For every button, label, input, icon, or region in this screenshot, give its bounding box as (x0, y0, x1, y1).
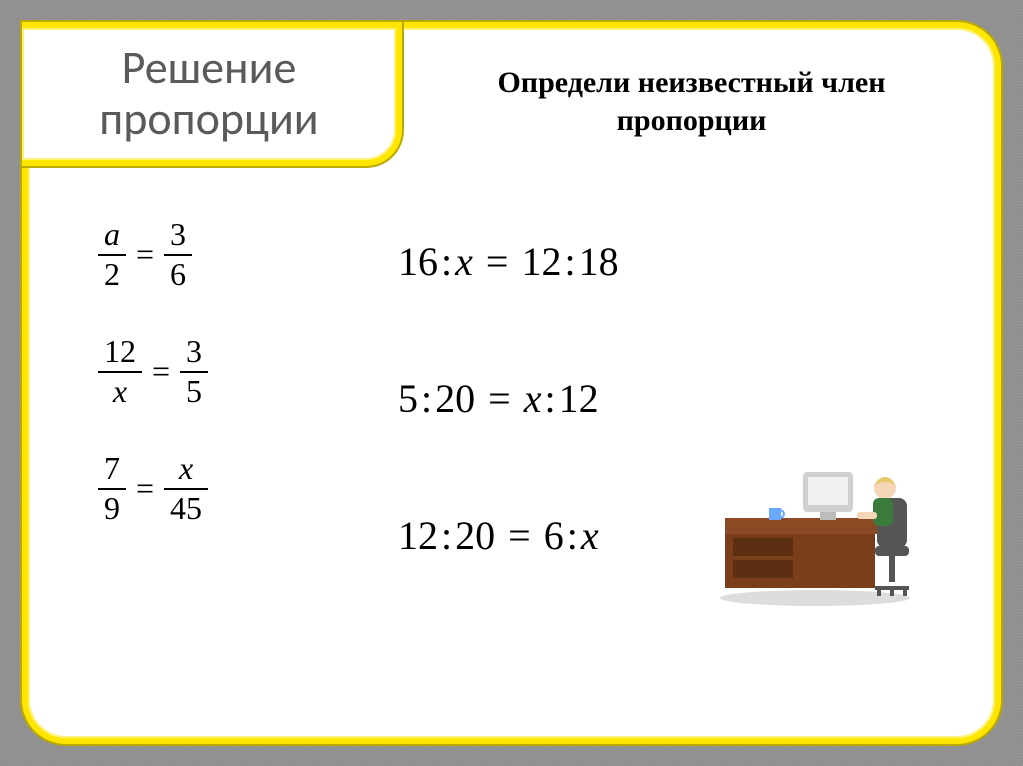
numerator: 3 (164, 218, 192, 252)
content-area: a 2 = 3 6 12 x = (68, 208, 955, 708)
fraction-equation: a 2 = 3 6 (98, 218, 208, 291)
fraction-column: a 2 = 3 6 12 x = (98, 218, 208, 570)
ratio-term: 12 (398, 513, 438, 558)
ratio-term: 5 (398, 376, 418, 421)
chair-seat-icon (875, 546, 909, 556)
ratio-term: x (455, 239, 473, 284)
denominator: 2 (98, 258, 126, 292)
denominator: 6 (164, 258, 192, 292)
chair-pole-icon (889, 556, 895, 582)
torso-icon (873, 498, 893, 526)
denominator: 45 (164, 492, 208, 526)
monitor-stand-icon (820, 512, 836, 520)
fraction: 3 6 (164, 218, 192, 291)
fraction: 3 5 (180, 335, 208, 408)
desk-illustration (705, 438, 925, 608)
ratio-term: 12 (559, 376, 599, 421)
title-tab: Решение пропорции (22, 22, 402, 166)
desk-top-icon (725, 518, 893, 534)
numerator: x (173, 452, 199, 486)
drawer-icon (733, 538, 793, 556)
ratio-term: 6 (544, 513, 564, 558)
ratio-term: 20 (435, 376, 475, 421)
cup-handle-icon (781, 510, 784, 518)
ratio-equation: 12:20 = 6:x (398, 512, 619, 559)
drawer-icon (733, 560, 793, 578)
cup-icon (769, 508, 781, 520)
denominator: 9 (98, 492, 126, 526)
denominator: 5 (180, 375, 208, 409)
fraction: 7 9 (98, 452, 126, 525)
shadow-icon (720, 590, 910, 606)
slide-frame: Решение пропорции Определи неизвестный ч… (22, 22, 1001, 744)
ratio-equation: 16:x = 12:18 (398, 238, 619, 285)
equals-sign: = (136, 470, 154, 507)
fraction-equation: 7 9 = x 45 (98, 452, 208, 525)
ratio-term: 16 (398, 239, 438, 284)
fraction-equation: 12 x = 3 5 (98, 335, 208, 408)
ratio-equation: 5:20 = x:12 (398, 375, 619, 422)
denominator: x (107, 375, 133, 409)
equals-sign: = (136, 236, 154, 273)
ratio-term: x (581, 513, 599, 558)
arm-icon (857, 512, 877, 519)
ratio-term: 18 (579, 239, 619, 284)
numerator: a (98, 218, 126, 252)
fraction: x 45 (164, 452, 208, 525)
slide-title: Решение пропорции (22, 43, 396, 144)
fraction: 12 x (98, 335, 142, 408)
ratio-term: 20 (455, 513, 495, 558)
ratio-term: x (524, 376, 542, 421)
chair-base-icon (875, 588, 909, 596)
screen-icon (808, 477, 848, 505)
ratio-term: 12 (521, 239, 561, 284)
numerator: 3 (180, 335, 208, 369)
slide-subtitle: Определи неизвестный член пропорции (428, 64, 955, 139)
numerator: 12 (98, 335, 142, 369)
numerator: 7 (98, 452, 126, 486)
equals-sign: = (152, 353, 170, 390)
fraction: a 2 (98, 218, 126, 291)
ratio-column: 16:x = 12:18 5:20 = x:12 12:20 = 6:x (398, 238, 619, 649)
